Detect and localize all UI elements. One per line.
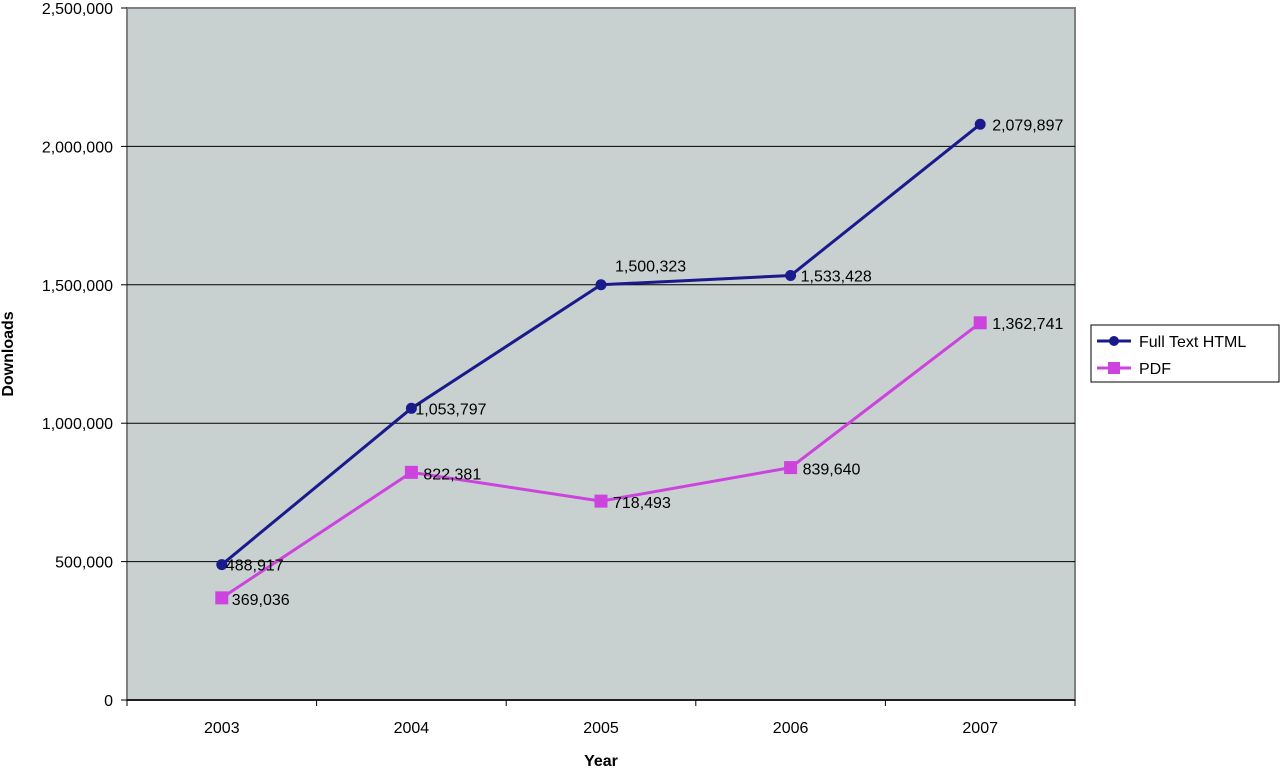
legend-label-pdf: PDF	[1139, 361, 1171, 378]
x-tick-label: 2005	[583, 720, 619, 737]
data-point-marker	[595, 279, 607, 291]
y-tick-label: 1,500,000	[42, 278, 113, 295]
x-tick-label: 2006	[773, 720, 809, 737]
y-tick-label: 500,000	[55, 555, 113, 572]
y-tick-label: 0	[104, 693, 113, 710]
x-axis-title: Year	[584, 753, 618, 768]
data-point-marker	[594, 494, 608, 508]
data-point-marker	[973, 316, 987, 330]
x-tick-label: 2003	[204, 720, 240, 737]
data-point-marker	[974, 118, 986, 130]
legend-marker-pdf	[1108, 362, 1120, 374]
legend-label-html: Full Text HTML	[1139, 334, 1246, 351]
data-point-marker	[405, 402, 417, 414]
x-tick-label: 2007	[962, 720, 998, 737]
data-label: 1,053,797	[415, 401, 486, 418]
legend-marker-html	[1109, 336, 1119, 346]
legend-box	[1090, 324, 1280, 383]
data-label: 1,533,428	[801, 269, 872, 286]
series-lines	[215, 118, 987, 605]
data-point-marker	[216, 559, 228, 571]
x-tick-label: 2004	[394, 720, 430, 737]
data-point-marker	[785, 270, 797, 282]
y-axis-title: Downloads	[0, 311, 17, 396]
data-label: 369,036	[232, 592, 290, 609]
y-axis: 0 500,000 1,000,000 1,500,000 2,000,000 2,500…	[42, 1, 127, 710]
data-label: 2,079,897	[992, 117, 1063, 134]
legend: Full Text HTML PDF	[1090, 324, 1280, 383]
data-label: 718,493	[613, 495, 671, 512]
y-tick-label: 2,500,000	[42, 1, 113, 18]
data-point-marker	[404, 465, 418, 479]
data-label: 1,500,323	[615, 259, 686, 276]
plot-area	[126, 7, 1076, 701]
data-label: 488,917	[226, 558, 284, 575]
x-axis: 2003 2004 2005 2006 2007	[126, 699, 1076, 737]
data-point-marker	[215, 591, 229, 605]
data-label: 822,381	[423, 466, 481, 483]
data-label: 839,640	[803, 462, 861, 479]
data-labels: 488,917 1,053,797 1,500,323 1,533,428 2,079,…	[226, 117, 1064, 609]
data-label: 1,362,741	[992, 316, 1063, 333]
data-point-marker	[784, 461, 798, 475]
y-tick-label: 2,000,000	[42, 139, 113, 156]
y-tick-label: 1,000,000	[42, 416, 113, 433]
